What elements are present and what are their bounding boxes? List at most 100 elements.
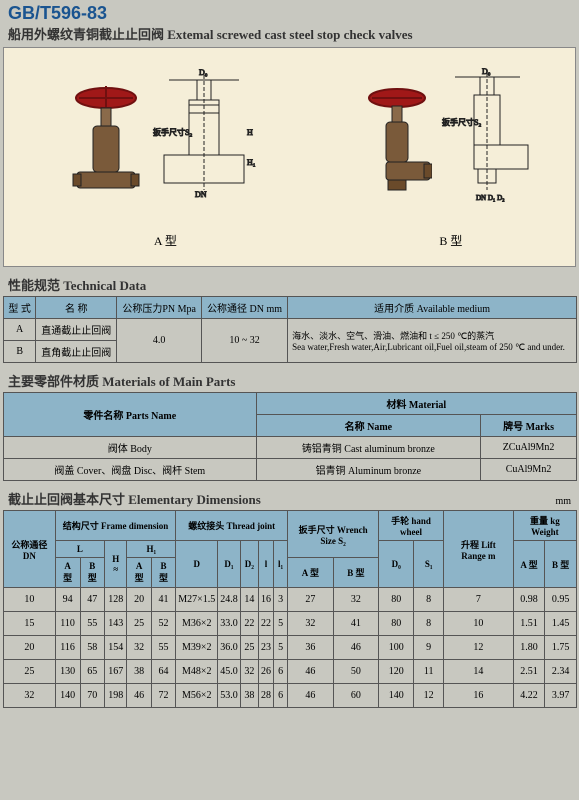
cell: 46 bbox=[333, 636, 378, 660]
cell: 33.0 bbox=[218, 612, 241, 636]
cell: 1.45 bbox=[545, 612, 577, 636]
valve-b-photo bbox=[362, 80, 432, 213]
th: A 型 bbox=[127, 558, 151, 588]
cell: 直角截止止回阀 bbox=[36, 341, 117, 363]
cell: 25 bbox=[240, 636, 258, 660]
cell: 46 bbox=[288, 684, 333, 708]
materials-title: 主要零部件材质 Materials of Main Parts bbox=[0, 369, 579, 392]
th: B 型 bbox=[80, 558, 104, 588]
th: 扳手尺寸 Wrench Size S₂ bbox=[288, 511, 379, 558]
cell: 2.51 bbox=[513, 660, 545, 684]
cell: 58 bbox=[80, 636, 104, 660]
dimensions-title: 截止止回阀基本尺寸 Elementary Dimensions bbox=[0, 487, 269, 510]
cell: 50 bbox=[333, 660, 378, 684]
cell: 3.97 bbox=[545, 684, 577, 708]
cell: 2.34 bbox=[545, 660, 577, 684]
cell: 53.0 bbox=[218, 684, 241, 708]
th-type: 型 式 bbox=[4, 297, 36, 319]
cell: 6 bbox=[273, 660, 287, 684]
valve-a-diagram: D₀ 扳手尺寸S₂ H H₁ DN bbox=[149, 65, 259, 228]
th: 螺纹接头 Thread joint bbox=[176, 511, 288, 541]
cell: 52 bbox=[151, 612, 175, 636]
cell: 4.22 bbox=[513, 684, 545, 708]
cell: 阀体 Body bbox=[4, 437, 257, 459]
svg-text:扳手尺寸S₂: 扳手尺寸S₂ bbox=[442, 117, 481, 127]
title-en: Extemal screwed cast steel stop check va… bbox=[167, 27, 412, 42]
cell: 80 bbox=[379, 612, 414, 636]
figure-panel: D₀ 扳手尺寸S₂ H H₁ DN A 型 bbox=[3, 47, 576, 267]
medium-cn: 海水、淡水、空气、滑油、燃油和 t ≤ 250 ℃的蒸汽 bbox=[292, 331, 494, 341]
cell: 24.8 bbox=[218, 588, 241, 612]
svg-text:H₁: H₁ bbox=[247, 158, 256, 167]
cell: 10 ~ 32 bbox=[202, 319, 288, 363]
th: D bbox=[176, 541, 218, 588]
cell: 12 bbox=[443, 636, 513, 660]
cell: 15 bbox=[4, 612, 56, 636]
cell: 38 bbox=[240, 684, 258, 708]
materials-table: 零件名称 Parts Name 材料 Material 名称 Name 牌号 M… bbox=[3, 392, 577, 481]
cell: 198 bbox=[104, 684, 126, 708]
th: D₁ bbox=[218, 541, 241, 588]
th-name: 名 称 bbox=[36, 297, 117, 319]
cell: 14 bbox=[443, 660, 513, 684]
unit-mm: mm bbox=[547, 496, 579, 507]
th-parts: 零件名称 Parts Name bbox=[4, 393, 257, 437]
figure-a: D₀ 扳手尺寸S₂ H H₁ DN A 型 bbox=[4, 48, 327, 266]
cell: 20 bbox=[127, 588, 151, 612]
cell: 110 bbox=[55, 612, 80, 636]
cell: 154 bbox=[104, 636, 126, 660]
th-material: 材料 Material bbox=[256, 393, 576, 415]
cell: 22 bbox=[240, 612, 258, 636]
cell: 55 bbox=[151, 636, 175, 660]
dimensions-table: 公称通径 DN 结构尺寸 Frame dimension 螺纹接头 Thread… bbox=[3, 510, 577, 708]
cell: 27 bbox=[288, 588, 333, 612]
figure-b-label: B 型 bbox=[439, 232, 462, 249]
cell: 32 bbox=[240, 660, 258, 684]
cell: 10 bbox=[443, 612, 513, 636]
cell: 32 bbox=[4, 684, 56, 708]
th: A 型 bbox=[55, 558, 80, 588]
cell: 12 bbox=[414, 684, 444, 708]
th: A 型 bbox=[288, 558, 333, 588]
cell: 41 bbox=[151, 588, 175, 612]
cell: 36.0 bbox=[218, 636, 241, 660]
th: l bbox=[258, 541, 273, 588]
svg-text:DN: DN bbox=[195, 190, 207, 199]
cell: 80 bbox=[379, 588, 414, 612]
cell: 41 bbox=[333, 612, 378, 636]
figure-b: D₀ 扳手尺寸S₂ DN D₁ D₂ B 型 bbox=[327, 48, 575, 266]
cell: 55 bbox=[80, 612, 104, 636]
th: B 型 bbox=[151, 558, 175, 588]
cell: 11 bbox=[414, 660, 444, 684]
cell: 72 bbox=[151, 684, 175, 708]
table-row: 1094471282041M27×1.524.814163273280870.9… bbox=[4, 588, 577, 612]
th: l₁ bbox=[273, 541, 287, 588]
cell: 140 bbox=[379, 684, 414, 708]
th: L bbox=[55, 541, 104, 558]
th: H₁ bbox=[127, 541, 176, 558]
cell: 海水、淡水、空气、滑油、燃油和 t ≤ 250 ℃的蒸汽 Sea water,F… bbox=[288, 319, 577, 363]
cell: 8 bbox=[414, 612, 444, 636]
cell: 16 bbox=[258, 588, 273, 612]
th: 升程 Lift Range m bbox=[443, 511, 513, 588]
cell: 94 bbox=[55, 588, 80, 612]
cell: CuAl9Mn2 bbox=[481, 459, 577, 481]
th: 手轮 hand wheel bbox=[379, 511, 444, 541]
cell: 47 bbox=[80, 588, 104, 612]
cell: 5 bbox=[273, 636, 287, 660]
medium-en: Sea water,Fresh water,Air,Lubricant oil,… bbox=[292, 342, 565, 352]
cell: 64 bbox=[151, 660, 175, 684]
title-cn: 船用外螺纹青铜截止止回阀 bbox=[8, 27, 164, 42]
th: 重量 kg Weight bbox=[513, 511, 576, 541]
th-pn: 公称压力PN Mpa bbox=[117, 297, 202, 319]
technical-data-title: 性能规范 Technical Data bbox=[0, 273, 579, 296]
cell: 140 bbox=[55, 684, 80, 708]
cell: 6 bbox=[273, 684, 287, 708]
cell: B bbox=[4, 341, 36, 363]
cell: 28 bbox=[258, 684, 273, 708]
cell: 5 bbox=[273, 612, 287, 636]
cell: A bbox=[4, 319, 36, 341]
valve-a-photo bbox=[71, 80, 141, 213]
standard-code: GB/T596-83 bbox=[0, 0, 579, 24]
cell: 100 bbox=[379, 636, 414, 660]
